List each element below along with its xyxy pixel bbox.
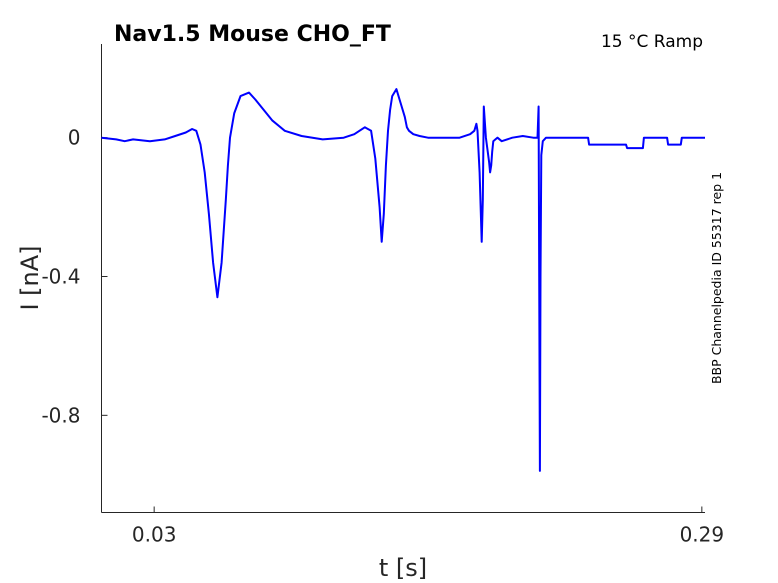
- condition-label: 15 °C Ramp: [601, 32, 703, 52]
- x-tick-label: 0.03: [132, 523, 177, 547]
- y-tick-label: -0.4: [41, 265, 80, 289]
- y-tick-label: -0.8: [41, 403, 80, 427]
- channelpedia-id-label: BBP Channelpedia ID 55317 rep 1: [709, 172, 724, 384]
- axis-ticks: [101, 137, 703, 513]
- y-tick-label: 0: [68, 126, 81, 150]
- current-trace: [101, 88, 705, 472]
- y-axis-label: I [nA]: [16, 245, 44, 310]
- x-tick-label: 0.29: [680, 523, 725, 547]
- chart-title: Nav1.5 Mouse CHO_FT: [114, 22, 391, 47]
- axis-tick-labels: 0.03 0.29 0 -0.4 -0.8: [41, 126, 724, 547]
- x-axis-label: t [s]: [379, 554, 427, 582]
